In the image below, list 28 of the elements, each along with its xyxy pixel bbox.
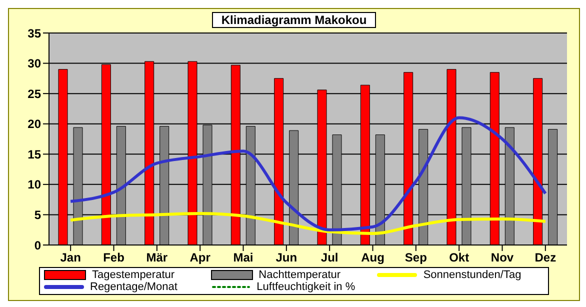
legend-label: Luftfeuchtigkeit in % xyxy=(256,281,356,293)
x-tick-label: Sep xyxy=(404,250,427,265)
x-tick-label: Feb xyxy=(103,250,124,265)
legend-label: Sonnenstunden/Tag xyxy=(423,269,522,281)
x-tick-label: Mär xyxy=(146,250,168,265)
legend-label: Tagestemperatur xyxy=(92,269,175,281)
line-series xyxy=(69,116,547,232)
x-tick-label: Jan xyxy=(60,250,81,265)
x-tick-label: Apr xyxy=(190,250,211,265)
x-tick-label: Dez xyxy=(534,250,556,265)
x-tick-label: Jun xyxy=(276,250,298,265)
x-tick-label: Nov xyxy=(490,250,514,265)
line-series xyxy=(69,212,547,235)
y-tick-label: 35 xyxy=(28,26,42,40)
legend-label: Nachttemperatur xyxy=(258,269,341,281)
y-tick-label: 10 xyxy=(28,178,42,192)
x-tick-label: Okt xyxy=(449,250,470,265)
x-tick-label: Mai xyxy=(233,250,254,265)
x-tick-label: Aug xyxy=(361,250,384,265)
y-tick-label: 5 xyxy=(34,208,42,222)
chart-title: Klimadiagramm Makokou xyxy=(212,12,376,28)
y-tick-label: 20 xyxy=(28,117,42,132)
y-tick-label: 15 xyxy=(28,147,42,162)
y-tick-label: 0 xyxy=(34,238,42,252)
legend-label: Regentage/Monat xyxy=(90,281,178,293)
x-tick-label: Jul xyxy=(320,250,338,265)
y-tick-label: 30 xyxy=(28,56,42,71)
y-tick-label: 25 xyxy=(28,86,42,101)
